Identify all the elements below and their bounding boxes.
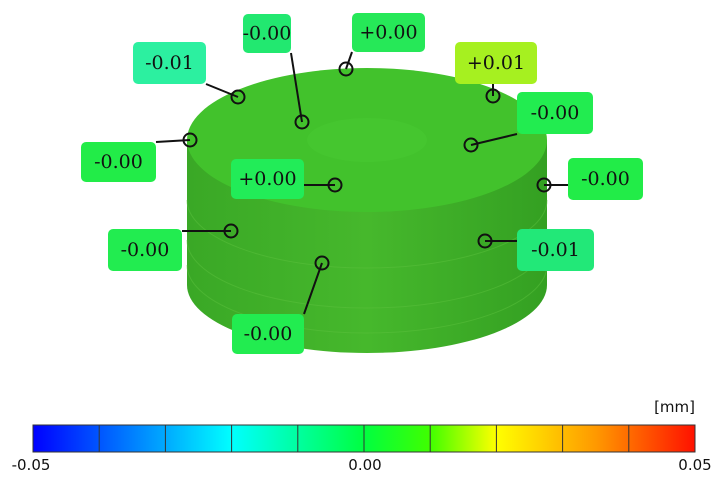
unit-label: [mm] [654, 398, 695, 416]
deviation-label: -0.01 [531, 239, 580, 261]
deviation-label: -0.00 [244, 323, 293, 345]
deviation-view: -0.01 -0.00 +0.00 +0.01 -0.00 -0.00 +0.00 -0.00… [0, 0, 725, 481]
color-bar: [mm] -0.05 0.00 0.05 [12, 398, 712, 474]
deviation-label: -0.00 [94, 151, 143, 173]
deviation-label: -0.00 [581, 168, 630, 190]
scale-tick: 0.00 [348, 456, 381, 474]
deviation-label: +0.00 [238, 168, 296, 190]
leader-line [206, 84, 238, 97]
deviation-label: -0.01 [145, 52, 194, 74]
cylinder [187, 68, 547, 353]
deviation-label: -0.00 [121, 239, 170, 261]
deviation-label: -0.00 [243, 23, 292, 45]
deviation-label: +0.00 [359, 22, 417, 44]
deviation-label: -0.00 [531, 102, 580, 124]
scale-tick: -0.05 [12, 456, 51, 474]
scale-tick: 0.05 [678, 456, 711, 474]
deviation-label: +0.01 [467, 52, 525, 74]
leader-line [156, 140, 190, 142]
